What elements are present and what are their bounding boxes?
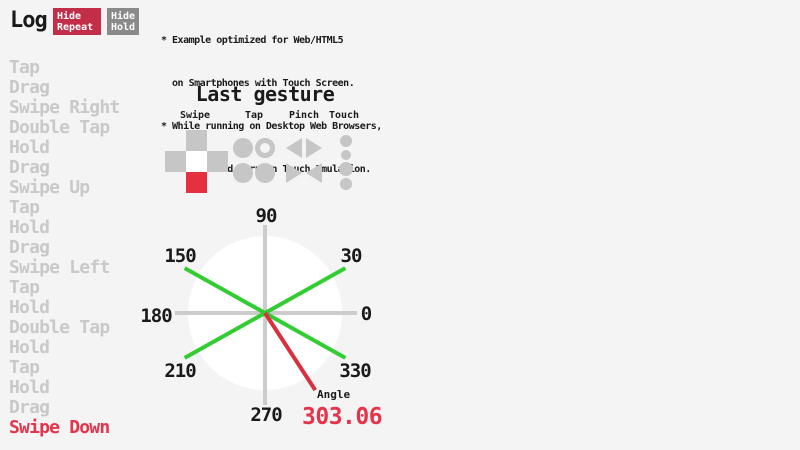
swipe-dpad-icon <box>165 130 228 193</box>
log-item: Hold <box>9 337 50 358</box>
pinch-triangle-left <box>286 138 302 158</box>
note-line: * While running on Desktop Web Browsers, <box>161 121 382 133</box>
log-item: Hold <box>9 377 50 398</box>
pinch-triangle-left <box>306 163 322 183</box>
gesture-type-label-swipe: Swipe <box>179 110 211 121</box>
swipe-center-square <box>186 151 207 172</box>
hide-repeat-button[interactable]: Hide Repeat <box>53 8 101 35</box>
tap-dot <box>255 163 275 183</box>
hide-hold-label-line1: Hide <box>111 11 136 22</box>
log-item: Drag <box>9 397 50 418</box>
dial-tick-150: 150 <box>164 245 196 267</box>
angle-value: 303.06 <box>302 404 383 430</box>
log-item: Tap <box>9 57 40 78</box>
log-item: Swipe Left <box>9 257 110 278</box>
log-item: Double Tap <box>9 317 110 338</box>
log-item: Drag <box>9 77 50 98</box>
gesture-type-label-touch: Touch <box>328 110 360 121</box>
log-item: Hold <box>9 297 50 318</box>
touch-dot <box>341 150 351 160</box>
last-gesture-title: Last gesture <box>195 82 335 106</box>
log-item: Tap <box>9 197 40 218</box>
log-item: Drag <box>9 157 50 178</box>
log-item: Tap <box>9 357 40 378</box>
tap-icon <box>233 137 277 184</box>
dial-tick-90: 90 <box>255 205 278 227</box>
note-line: * Example optimized for Web/HTML5 <box>161 34 344 46</box>
touch-icon <box>339 135 353 190</box>
log-item: Double Tap <box>9 117 110 138</box>
swipe-down-square-active <box>186 172 207 193</box>
dial-tick-330: 330 <box>339 360 371 382</box>
hide-hold-button[interactable]: Hide Hold <box>107 8 139 35</box>
pinch-triangle-right <box>286 163 302 183</box>
angle-caption: Angle <box>317 388 351 401</box>
dial-tick-210: 210 <box>164 360 196 382</box>
log-item-latest: Swipe Down <box>9 417 110 438</box>
dial-tick-270: 270 <box>250 404 282 426</box>
gesture-type-label-pinch: Pinch <box>288 110 320 121</box>
log-item: Swipe Right <box>9 97 120 118</box>
gesture-log-list: Tap Drag Swipe Right Double Tap Hold Dra… <box>9 57 120 438</box>
touch-dot <box>340 135 352 147</box>
hide-hold-label-line2: Hold <box>111 22 136 33</box>
log-item: Hold <box>9 217 50 238</box>
note-line: on Smartphones with Touch Screen. <box>161 78 355 90</box>
dial-tick-30: 30 <box>340 245 363 267</box>
swipe-up-square <box>186 130 207 151</box>
swipe-left-square <box>165 151 186 172</box>
dial-tick-180: 180 <box>140 305 172 327</box>
tap-dot <box>233 163 253 183</box>
hide-repeat-label-line1: Hide <box>57 11 82 22</box>
pinch-triangle-right <box>306 138 322 158</box>
hide-repeat-label-line2: Repeat <box>57 22 94 33</box>
log-item: Tap <box>9 277 40 298</box>
page-title: Log <box>10 8 48 33</box>
log-item: Hold <box>9 137 50 158</box>
tap-dot <box>233 138 253 158</box>
log-item: Drag <box>9 237 50 258</box>
touch-dot <box>339 162 353 176</box>
tap-ring <box>255 138 275 158</box>
pinch-icon <box>286 138 324 183</box>
swipe-right-square <box>207 151 228 172</box>
gesture-type-label-tap: Tap <box>244 110 264 121</box>
dial-tick-0: 0 <box>360 303 372 325</box>
touch-dot <box>340 178 352 190</box>
log-item: Swipe Up <box>9 177 90 198</box>
